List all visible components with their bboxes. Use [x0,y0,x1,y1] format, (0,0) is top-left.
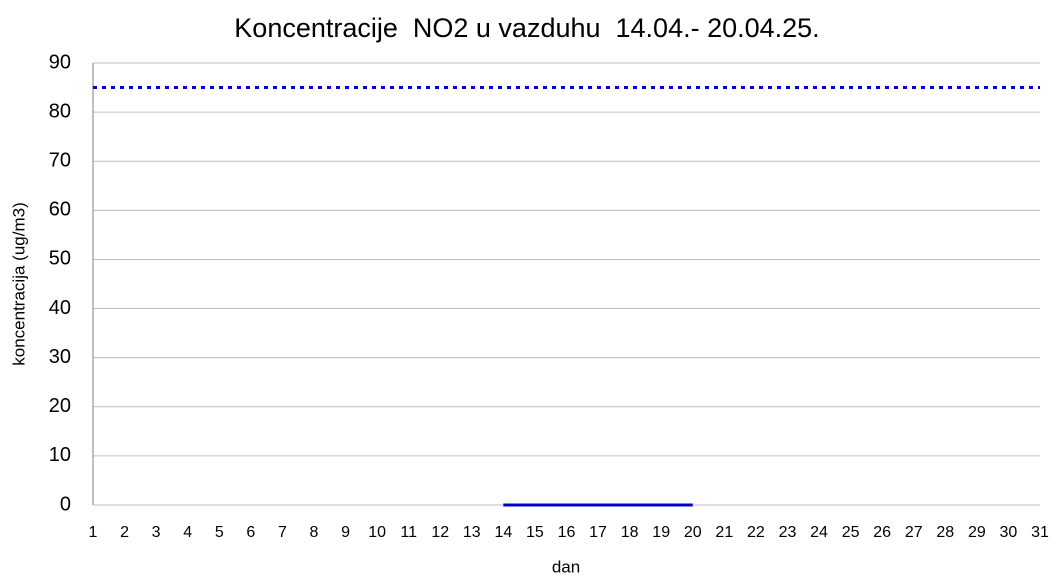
x-tick-label: 4 [183,524,192,541]
x-tick-label: 28 [936,524,954,541]
y-tick-label: 20 [49,395,71,417]
x-tick-label: 6 [246,524,255,541]
x-tick-label: 14 [494,524,512,541]
y-axis-label: koncentracija (ug/m3) [9,202,28,365]
x-tick-label: 17 [589,524,607,541]
x-tick-label: 3 [152,524,161,541]
x-tick-label: 9 [341,524,350,541]
x-tick-label: 27 [905,524,923,541]
x-tick-label: 21 [715,524,733,541]
x-tick-label: 18 [621,524,639,541]
y-tick-label: 90 [49,51,71,73]
x-tick-label: 23 [779,524,797,541]
x-tick-label: 24 [810,524,828,541]
x-tick-label: 1 [89,524,98,541]
y-tick-label: 80 [49,100,71,122]
x-tick-label: 8 [310,524,319,541]
x-axis-label: dan [552,557,580,576]
y-tick-label: 10 [49,444,71,466]
x-tick-label: 19 [652,524,670,541]
x-tick-label: 25 [842,524,860,541]
x-tick-label: 31 [1031,524,1049,541]
y-tick-label: 30 [49,346,71,368]
y-tick-label: 70 [49,150,71,172]
chart-title: Koncentracije NO2 u vazduhu 14.04.- 20.0… [234,13,819,43]
x-tick-label: 7 [278,524,287,541]
x-tick-label: 20 [684,524,702,541]
y-tick-label: 0 [60,493,71,515]
x-tick-label: 30 [1000,524,1018,541]
x-tick-label: 2 [120,524,129,541]
y-tick-label: 50 [49,248,71,270]
x-tick-label: 12 [431,524,449,541]
x-tick-label: 10 [368,524,386,541]
x-tick-label: 5 [215,524,224,541]
x-tick-label: 11 [400,524,417,541]
y-tick-label: 40 [49,297,71,319]
x-tick-label: 22 [747,524,765,541]
x-tick-label: 15 [526,524,544,541]
x-tick-label: 29 [968,524,986,541]
y-tick-label: 60 [49,199,71,221]
x-tick-label: 26 [873,524,891,541]
x-tick-label: 16 [558,524,576,541]
x-tick-label: 13 [463,524,481,541]
